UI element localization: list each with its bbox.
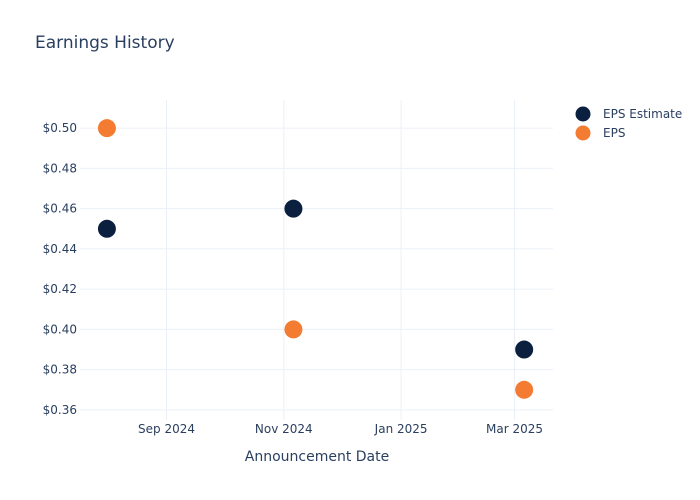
legend-label: EPS — [603, 126, 625, 140]
data-point[interactable] — [284, 199, 303, 218]
legend-item[interactable]: EPS Estimate — [575, 106, 683, 122]
x-axis-title: Announcement Date — [245, 449, 389, 465]
legend-label: EPS Estimate — [603, 107, 682, 121]
y-tick-label: $0.46 — [43, 202, 77, 216]
x-tick-label: Nov 2024 — [255, 422, 313, 436]
legend[interactable]: EPS Estimate EPS — [575, 106, 683, 141]
y-tick-label: $0.50 — [43, 121, 77, 135]
data-point[interactable] — [284, 320, 303, 339]
data-point[interactable] — [97, 219, 116, 238]
chart-title: Earnings History — [35, 33, 175, 53]
x-tick-label: Sep 2024 — [138, 422, 195, 436]
legend-marker — [575, 125, 591, 141]
data-points — [97, 119, 534, 399]
y-tick-label: $0.36 — [43, 403, 77, 417]
x-axis-ticks: Sep 2024 Nov 2024 Jan 2025 Mar 2025 — [138, 422, 543, 436]
data-point[interactable] — [97, 119, 116, 138]
y-tick-label: $0.38 — [43, 363, 77, 377]
y-tick-label: $0.42 — [43, 282, 77, 296]
legend-item[interactable]: EPS — [575, 125, 626, 141]
y-tick-label: $0.48 — [43, 161, 77, 175]
data-point[interactable] — [515, 380, 534, 399]
grid-layer — [80, 100, 553, 420]
y-tick-label: $0.44 — [43, 242, 77, 256]
y-tick-label: $0.40 — [43, 322, 77, 336]
data-point[interactable] — [515, 340, 534, 359]
x-tick-label: Mar 2025 — [486, 422, 543, 436]
x-tick-label: Jan 2025 — [374, 422, 428, 436]
y-axis-ticks: $0.36 $0.38 $0.40 $0.42 $0.44 $0.46 $0.48 $0.50 — [43, 121, 77, 417]
legend-marker — [575, 106, 591, 122]
